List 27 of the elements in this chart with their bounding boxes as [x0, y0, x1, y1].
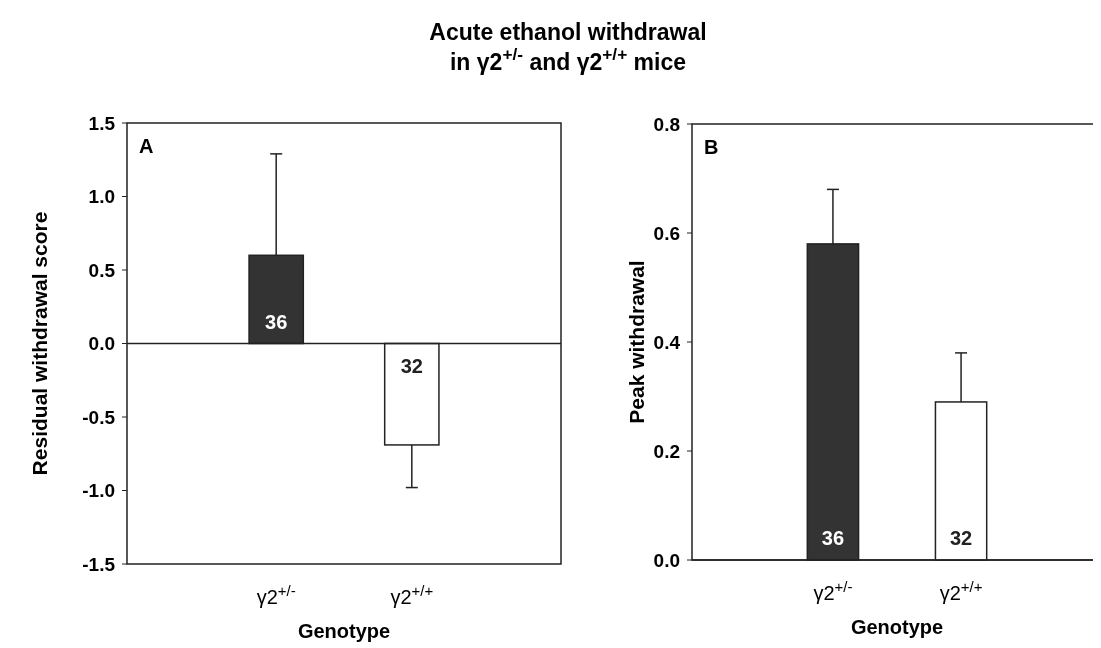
- annotation: 32: [400, 354, 423, 377]
- x-tick-label: γ2$^{+/+}$: [939, 577, 983, 604]
- x-tick-label: γ2$^{+/-}$: [813, 577, 853, 604]
- y-tick-label: -1.5: [82, 553, 116, 575]
- y-tick-label: 0.0: [88, 333, 115, 355]
- y-axis-title: Peak withdrawal: [625, 260, 648, 424]
- annotation: A: [139, 135, 154, 157]
- annotation: 36: [265, 310, 288, 333]
- y-tick-label: 1.5: [88, 112, 116, 134]
- y-tick-label: 0.4: [653, 331, 681, 353]
- y-tick-label: 0.6: [653, 222, 680, 244]
- annotation: B: [704, 136, 719, 158]
- x-axis-title: Genotype: [297, 620, 391, 642]
- y-tick-label: 0.0: [653, 549, 680, 571]
- y-axis-title: Residual withdrawal score: [28, 211, 51, 476]
- y-tick-label: -0.5: [82, 406, 116, 428]
- y-tick-label: 1.0: [88, 186, 115, 208]
- y-tick-label: 0.5: [88, 259, 116, 281]
- x-tick-label: γ2$^{+/-}$: [256, 581, 296, 608]
- y-tick-label: 0.8: [653, 113, 680, 135]
- y-tick-label: -1.0: [82, 480, 115, 502]
- annotation: 32: [949, 527, 973, 549]
- y-tick-label: 0.2: [653, 440, 680, 462]
- x-tick-label: γ2$^{+/+}$: [390, 581, 434, 608]
- annotation: 36: [821, 527, 845, 549]
- chart-title: Acute ethanol withdrawal in γ2$^{+/-}$ and γ2$^{+/+}$ mice: [429, 19, 707, 75]
- x-axis-title: Genotype: [850, 616, 944, 638]
